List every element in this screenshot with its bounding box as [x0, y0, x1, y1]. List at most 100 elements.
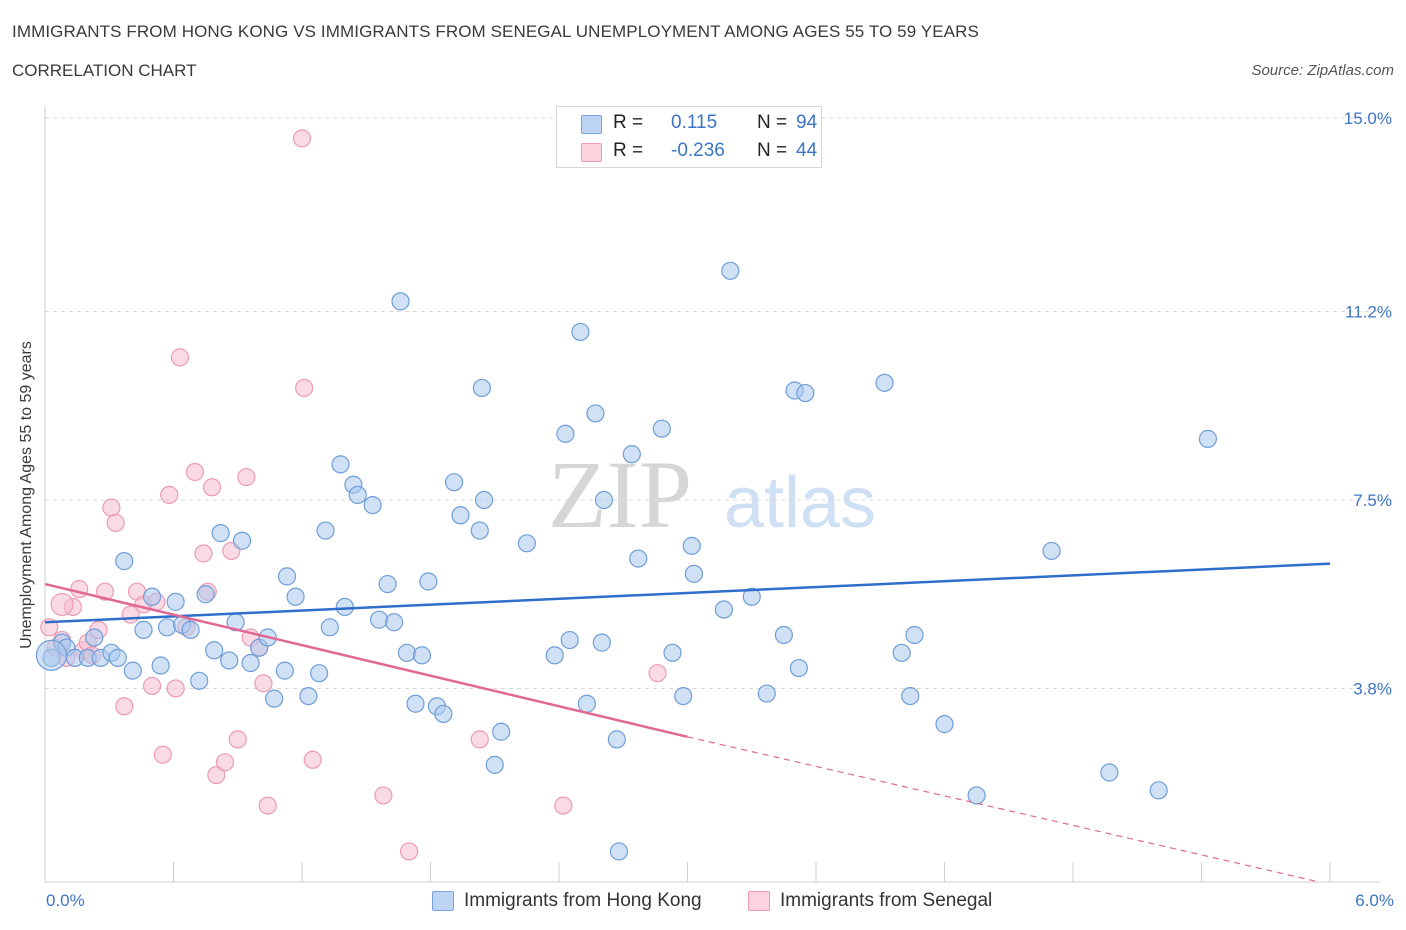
hongkong-point-85: [901, 686, 920, 706]
hongkong-point-46: [406, 694, 425, 713]
senegal-point-21: [166, 679, 185, 698]
hongkong-point-35: [320, 618, 339, 637]
hongkong-point-92: [935, 715, 954, 734]
hongkong-point-77: [742, 587, 761, 606]
hongkong-point-66: [607, 730, 626, 749]
senegal-point-32: [237, 467, 256, 487]
hongkong-point-71: [663, 643, 682, 662]
hongkong-point-82: [796, 383, 815, 403]
legend-swatch-pink: [748, 891, 770, 911]
senegal-point-11: [102, 498, 121, 517]
senegal-point-41: [399, 842, 419, 861]
hongkong-point-86: [905, 625, 924, 645]
y-tick-label-0: 3.8%: [1353, 679, 1392, 698]
senegal-point-38: [295, 378, 314, 398]
hongkong-point-54: [472, 378, 491, 398]
senegal-point-35: [254, 674, 273, 693]
watermark-zip: ZIP: [548, 441, 692, 548]
hongkong-point-42: [378, 574, 397, 594]
hongkong-point-28: [265, 689, 284, 708]
hongkong-point-17: [181, 620, 200, 639]
legend-n-label: N =: [757, 112, 788, 133]
hongkong-point-52: [451, 506, 470, 525]
hongkong-point-76: [721, 261, 740, 280]
legend-swatch-pink: [581, 143, 602, 162]
legend-r-label: R =: [613, 140, 644, 161]
hongkong-point-41: [370, 610, 389, 629]
hongkong-point-5: [85, 628, 104, 647]
hongkong-point-78: [757, 684, 776, 703]
hongkong-point-34: [316, 521, 335, 540]
hongkong-point-29: [275, 661, 294, 680]
legend-swatch-blue: [581, 115, 602, 134]
hongkong-point-93: [592, 633, 611, 652]
trend-line-senegal: [44, 582, 688, 739]
hongkong-point-70: [652, 419, 671, 438]
hongkong-point-67: [609, 842, 629, 861]
series-legend: Immigrants from Hong Kong Immigrants fro…: [0, 889, 1406, 915]
hongkong-point-40: [363, 495, 382, 515]
chart-subtitle: CORRELATION CHART: [12, 61, 197, 80]
hongkong-point-91: [1198, 429, 1218, 448]
hongkong-point-43: [384, 613, 404, 632]
hongkong-point-48: [419, 572, 438, 591]
hongkong-point-13: [151, 656, 170, 675]
hongkong-point-47: [412, 646, 432, 665]
hongkong-point-61: [560, 630, 579, 650]
senegal-point-27: [202, 478, 222, 497]
y-tick-labels: 3.8% 7.5% 11.2% 15.0%: [1344, 109, 1392, 698]
trend-line-senegal-extrapolated: [687, 736, 1320, 883]
hongkong-point-24: [232, 531, 252, 550]
hongkong-point-55: [474, 490, 494, 510]
series-senegal-points: [40, 129, 667, 861]
senegal-point-42: [470, 730, 489, 749]
hongkong-point-19: [196, 585, 215, 604]
hongkong-point-12: [142, 587, 162, 606]
senegal-point-24: [185, 462, 205, 482]
y-axis-label: Unemployment Among Ages 55 to 59 years: [18, 341, 35, 649]
hongkong-point-87: [967, 786, 986, 805]
x-tick-label-max: 6.0%: [1355, 891, 1394, 910]
senegal-point-5: [70, 580, 89, 599]
hongkong-point-39: [348, 485, 367, 505]
hongkong-point-21: [211, 524, 230, 543]
senegal-point-43: [554, 796, 573, 815]
hongkong-point-63: [577, 694, 596, 713]
legend-n-value: 44: [796, 140, 818, 161]
axes: [44, 106, 1380, 883]
senegal-point-large: [50, 592, 74, 617]
legend-swatch-blue: [432, 891, 454, 911]
senegal-point-10: [95, 582, 115, 601]
source-label: Source: ZipAtlas.com: [1251, 62, 1394, 79]
senegal-point-17: [142, 676, 162, 696]
senegal-point-13: [115, 697, 134, 716]
hongkong-point-58: [517, 534, 536, 553]
hongkong-point-31: [286, 587, 305, 606]
watermark-atlas: atlas: [724, 463, 876, 543]
trend-line-hongkong: [44, 562, 1331, 624]
hongkong-point-90: [1149, 781, 1168, 800]
hongkong-point-30: [277, 567, 297, 586]
hongkong-point-37: [335, 597, 354, 617]
hongkong-point-88: [1042, 541, 1061, 561]
hongkong-point-74: [684, 564, 704, 583]
hongkong-point-64: [586, 404, 605, 423]
hongkong-point-56: [485, 755, 504, 774]
legend-n-label: N =: [757, 140, 788, 161]
legend-r-value: 0.115: [671, 112, 718, 133]
y-tick-label-3: 15.0%: [1344, 109, 1392, 128]
hongkong-point-22: [220, 651, 239, 670]
correlation-legend: R = 0.115 N = 94 R = -0.236 N = 44: [556, 106, 822, 168]
hongkong-point-45: [397, 643, 417, 662]
hongkong-point-72: [674, 686, 693, 706]
senegal-point-44: [648, 664, 667, 683]
x-tick-label-min: 0.0%: [46, 891, 85, 910]
hongkong-point-large: [35, 639, 68, 671]
hongkong-point-59: [545, 646, 564, 665]
y-tick-label-1: 7.5%: [1353, 491, 1392, 510]
hongkong-point-14: [157, 618, 177, 637]
trend-lines: [44, 562, 1331, 883]
senegal-point-28: [207, 765, 226, 785]
hongkong-point-33: [310, 664, 329, 683]
